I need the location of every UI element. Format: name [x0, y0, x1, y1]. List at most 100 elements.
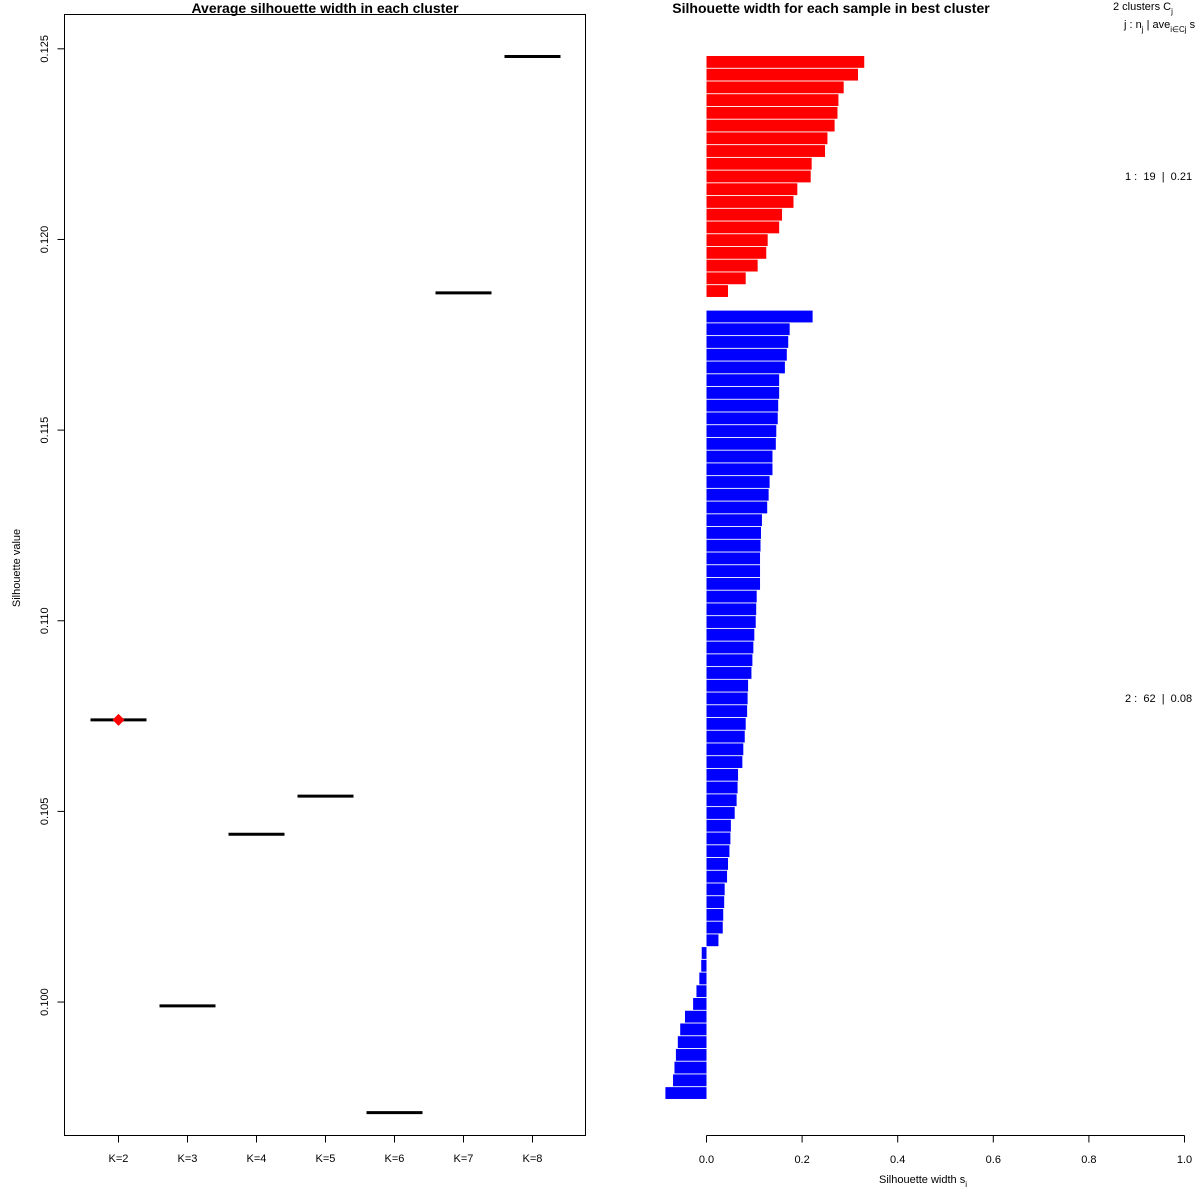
silhouette-bar-c1-12 [706, 196, 794, 208]
right-bars [665, 56, 865, 1099]
silhouette-bar-c2-51 [701, 947, 707, 959]
silhouette-bar-c1-2 [706, 68, 859, 81]
silhouette-bar-c1-10 [706, 170, 811, 183]
right-x-axis-label: Silhouette width si [879, 1174, 967, 1189]
silhouette-bar-c2-16 [706, 501, 768, 514]
silhouette-bar-c1-8 [706, 145, 826, 157]
left-y-tick-label: 0.120 [39, 226, 51, 254]
silhouette-bar-c2-34 [706, 730, 745, 743]
cluster-header-sub-icj: i∈Cj [1170, 25, 1187, 34]
right-x-tick-label: 0.2 [794, 1154, 809, 1166]
left-x-tick-label: K=2 [109, 1153, 129, 1165]
left-chart-title: Average silhouette width in each cluster [191, 0, 459, 16]
silhouette-bar-c2-19 [706, 539, 761, 552]
cluster-2-summary: 2 : 62 | 0.08 [1125, 693, 1192, 705]
silhouette-bar-c2-22 [706, 577, 761, 590]
silhouette-bar-c1-6 [706, 119, 835, 132]
silhouette-bar-c2-44 [706, 857, 729, 870]
silhouette-bar-c2-48 [706, 908, 724, 921]
silhouette-bar-c1-16 [706, 246, 767, 259]
silhouette-bar-c2-32 [706, 705, 748, 718]
left-y-axis-label: Silhouette value [11, 529, 23, 607]
silhouette-bar-c1-13 [706, 208, 783, 221]
left-y-tick-label: 0.110 [39, 607, 51, 634]
silhouette-bar-c2-2 [706, 323, 790, 336]
silhouette-bar-c2-46 [706, 883, 725, 896]
silhouette-bar-c2-30 [706, 679, 749, 692]
silhouette-bar-c2-47 [706, 896, 725, 909]
cluster-header-ave: | ave [1144, 19, 1171, 31]
cluster-header-sub: j [1170, 7, 1173, 16]
silhouette-bar-c2-36 [706, 756, 743, 768]
silhouette-bar-c2-54 [696, 985, 707, 998]
silhouette-bar-c2-45 [706, 870, 728, 883]
cluster-header-s: s [1187, 19, 1196, 31]
right-chart-title: Silhouette width for each sample in best… [672, 0, 990, 16]
left-y-axis: 0.100 0.105 0.110 0.115 0.120 0.125 [39, 35, 65, 1016]
silhouette-bar-c2-3 [706, 336, 789, 348]
silhouette-bar-c2-27 [706, 641, 754, 654]
silhouette-bar-c2-10 [706, 425, 777, 437]
silhouette-bar-c2-33 [706, 717, 746, 730]
silhouette-bar-c2-13 [706, 463, 773, 476]
silhouette-bar-c2-28 [706, 654, 753, 667]
silhouette-bar-c2-17 [706, 514, 762, 527]
right-x-axis: 0.0 0.2 0.4 0.6 0.8 1.0 [699, 1135, 1192, 1166]
silhouette-bar-c2-29 [706, 667, 752, 679]
left-y-tick-label: 0.125 [39, 35, 51, 63]
silhouette-bar-c2-41 [706, 819, 731, 832]
silhouette-bar-c2-6 [706, 374, 780, 387]
silhouette-bar-c1-5 [706, 106, 838, 119]
silhouette-bar-c2-43 [706, 845, 730, 858]
silhouette-bar-c1-15 [706, 234, 768, 247]
silhouette-bar-c2-23 [706, 590, 757, 603]
silhouette-bar-c2-18 [706, 527, 761, 539]
silhouette-bar-c2-9 [706, 412, 778, 425]
silhouette-bar-c1-19 [706, 285, 729, 297]
right-x-tick-label: 0.0 [699, 1154, 714, 1166]
cluster-header-main: 2 clusters C [1113, 1, 1171, 13]
silhouette-bar-c2-1 [706, 310, 813, 323]
silhouette-bar-c2-35 [706, 743, 744, 756]
left-y-tick-label: 0.100 [39, 988, 51, 1016]
left-panel: Average silhouette width in each cluster… [11, 0, 586, 1165]
left-x-tick-label: K=6 [385, 1153, 405, 1165]
silhouette-bar-c2-12 [706, 450, 773, 463]
silhouette-bar-c2-15 [706, 488, 769, 501]
silhouette-bar-c2-56 [684, 1010, 707, 1023]
right-x-axis-label-sub: i [965, 1180, 967, 1189]
silhouette-bar-c2-58 [677, 1036, 707, 1049]
left-x-tick-label: K=5 [316, 1153, 336, 1165]
left-x-tick-label: K=4 [247, 1153, 267, 1165]
silhouette-bar-c2-60 [674, 1061, 707, 1074]
silhouette-bar-c2-49 [706, 921, 723, 934]
silhouette-bar-c2-24 [706, 603, 757, 616]
silhouette-bar-c2-11 [706, 437, 776, 450]
silhouette-bar-c2-38 [706, 781, 738, 794]
cluster-1-summary: 1 : 19 | 0.21 [1125, 171, 1192, 183]
silhouette-bar-c1-4 [706, 94, 839, 107]
silhouette-bar-c2-50 [706, 934, 719, 947]
silhouette-bar-c1-3 [706, 81, 844, 94]
silhouette-bar-c2-5 [706, 361, 785, 374]
right-panel: Silhouette width for each sample in best… [665, 0, 1196, 1189]
silhouette-bar-c1-18 [706, 272, 746, 285]
silhouette-bar-c2-40 [706, 807, 735, 819]
cluster-header-line1: 2 clusters Cj [1113, 1, 1173, 16]
left-x-axis: K=2 K=3 K=4 K=5 K=6 K=7 K=8 [109, 1135, 543, 1165]
silhouette-bar-c1-17 [706, 259, 758, 272]
left-plot-frame [64, 14, 586, 1136]
silhouette-bar-c2-39 [706, 794, 737, 807]
left-y-tick-label: 0.105 [39, 798, 51, 826]
left-x-tick-label: K=3 [178, 1153, 198, 1165]
left-x-tick-label: K=8 [523, 1153, 543, 1165]
silhouette-bar-c1-9 [706, 157, 812, 170]
silhouette-bar-c2-61 [673, 1074, 707, 1087]
right-x-tick-label: 0.8 [1081, 1154, 1096, 1166]
silhouette-bar-c2-53 [699, 972, 707, 985]
silhouette-bar-c2-55 [693, 998, 707, 1010]
silhouette-bar-c2-59 [675, 1048, 707, 1061]
cluster-header-line2: j : nj | avei∈Cj s [1123, 19, 1196, 34]
silhouette-bar-c2-37 [706, 768, 739, 781]
left-x-tick-label: K=7 [454, 1153, 474, 1165]
